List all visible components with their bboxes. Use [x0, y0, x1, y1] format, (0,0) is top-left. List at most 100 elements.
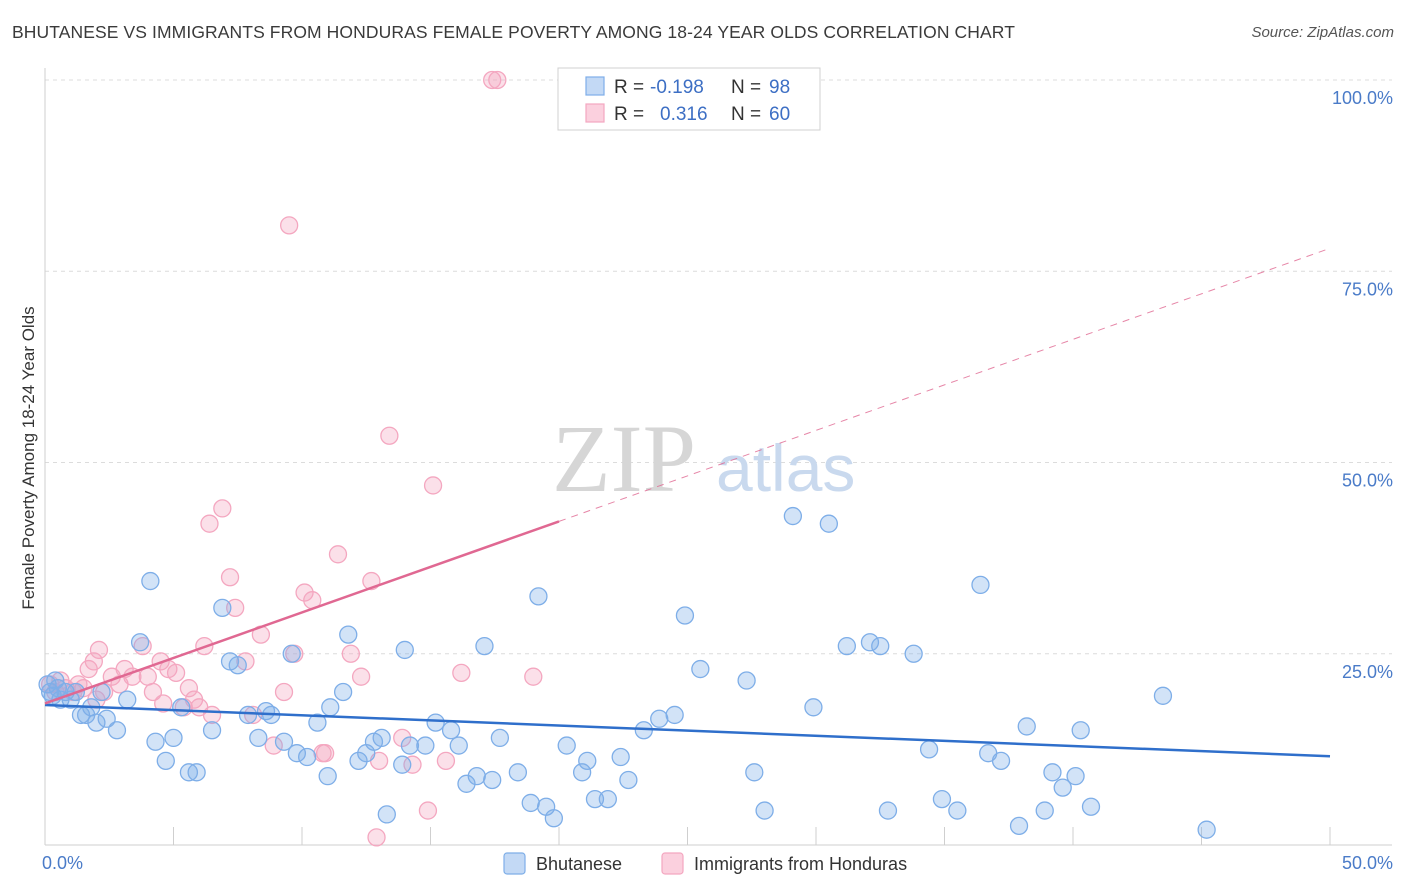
bhutanese-point-60 — [521, 793, 540, 813]
bhutanese-point-39 — [321, 698, 340, 717]
stats-r-label-bhutanese: R = — [614, 77, 644, 98]
honduras-point-26 — [213, 499, 232, 518]
bhutanese-point-26 — [213, 598, 232, 617]
honduras-point-56 — [179, 679, 199, 698]
bhutanese-point-38 — [318, 767, 337, 786]
y-tick-label-0: 25.0% — [1342, 662, 1393, 682]
stats-r-label-honduras: R = — [614, 104, 644, 125]
bhutanese-point-36 — [297, 747, 317, 767]
stats-legend: R = -0.198 N = 98 R = 0.316 N = 60 — [557, 67, 821, 131]
bhutanese-point-30 — [249, 728, 268, 748]
bhutanese-point-20 — [156, 751, 175, 770]
honduras-point-50 — [483, 70, 502, 90]
bhutanese-point-66 — [578, 751, 597, 770]
bhutanese-point-33 — [274, 732, 294, 751]
bhutanese-point-84 — [871, 636, 890, 656]
x-tick-label-max: 50.0% — [1342, 853, 1393, 873]
y-axis-title: Female Poverty Among 18-24 Year Olds — [19, 306, 38, 609]
honduras-point-9 — [89, 640, 109, 660]
bhutanese-point-78 — [755, 801, 774, 820]
honduras-point-33 — [274, 682, 294, 702]
source-label: Source: ZipAtlas.com — [1251, 24, 1394, 41]
bhutanese-point-96 — [1043, 763, 1062, 782]
honduras-point-25 — [200, 514, 219, 533]
bhutanese-point-21 — [164, 728, 183, 748]
honduras-point-17 — [143, 682, 163, 702]
bhutanese-point-101 — [1153, 686, 1173, 705]
bhutanese-point-64 — [557, 736, 576, 755]
bhutanese-point-94 — [1017, 717, 1036, 736]
honduras-trendline — [44, 520, 560, 705]
bhutanese-point-99 — [1071, 721, 1090, 740]
watermark-zip: ZIP — [552, 405, 696, 512]
legend-label-honduras: Immigrants from Honduras — [694, 854, 907, 874]
bhutanese-point-61 — [529, 587, 548, 606]
bhutanese-point-28 — [228, 656, 247, 675]
bhutanese-point-53 — [449, 736, 468, 755]
bhutanese-point-90 — [971, 575, 990, 595]
honduras-trendline-extension — [558, 247, 1331, 522]
bhutanese-point-46 — [377, 805, 396, 824]
honduras-point-53 — [279, 216, 299, 235]
bhutanese-point-56 — [475, 636, 494, 656]
bhutanese-point-92 — [991, 751, 1011, 770]
y-tick-label-3: 100.0% — [1332, 88, 1393, 108]
stats-swatch-honduras — [585, 103, 605, 123]
bhutanese-point-76 — [737, 671, 756, 690]
bhutanese-point-12 — [87, 713, 106, 732]
bhutanese-point-49 — [400, 736, 420, 755]
bhutanese-point-37 — [308, 713, 327, 732]
legend-label-bhutanese: Bhutanese — [536, 854, 622, 874]
stats-r-value-honduras: 0.316 — [660, 104, 708, 125]
bhutanese-point-67 — [585, 789, 605, 809]
honduras-point-39 — [341, 644, 360, 663]
axes — [44, 68, 1392, 846]
bhutanese-point-79 — [783, 506, 803, 526]
bottom-legend: Bhutanese Immigrants from Honduras — [503, 852, 907, 875]
stats-swatch-bhutanese — [585, 76, 605, 96]
bhutanese-point-25 — [202, 721, 222, 740]
bhutanese-point-16 — [118, 690, 137, 709]
bhutanese-point-42 — [349, 751, 368, 770]
y-tick-labels: 25.0% 50.0% 75.0% 100.0% — [1332, 88, 1393, 682]
bhutanese-point-75 — [691, 659, 710, 679]
bhutanese-point-100 — [1081, 797, 1101, 816]
bhutanese-point-97 — [1053, 778, 1072, 797]
honduras-point-27 — [220, 568, 240, 587]
y-tick-label-1: 50.0% — [1342, 471, 1393, 491]
bhutanese-point-86 — [904, 644, 923, 663]
bhutanese-point-45 — [372, 728, 391, 748]
bhutanese-point-58 — [490, 728, 510, 748]
bhutanese-point-17 — [130, 633, 150, 652]
honduras-point-48 — [436, 751, 456, 770]
honduras-point-8 — [84, 652, 103, 671]
bhutanese-point-59 — [508, 763, 528, 782]
watermark: ZIP atlas — [552, 405, 855, 512]
bhutanese-point-93 — [1009, 816, 1029, 836]
stats-r-value-bhutanese: -0.198 — [650, 77, 704, 98]
bhutanese-point-70 — [619, 770, 638, 790]
honduras-point-57 — [313, 744, 332, 763]
bhutanese-point-63 — [544, 809, 564, 828]
stats-n-label-bhutanese: N = — [731, 77, 761, 98]
bhutanese-point-95 — [1035, 801, 1054, 820]
x-tick-label-min: 0.0% — [42, 853, 83, 873]
bhutanese-point-15 — [107, 721, 127, 740]
honduras-point-20 — [166, 663, 186, 683]
bhutanese-point-18 — [141, 571, 160, 591]
watermark-atlas: atlas — [716, 431, 855, 505]
bhutanese-point-34 — [282, 644, 301, 663]
honduras-point-44 — [393, 728, 412, 748]
honduras-point-28 — [226, 598, 245, 617]
bhutanese-point-82 — [837, 636, 856, 656]
honduras-point-54 — [367, 828, 386, 847]
bhutanese-point-51 — [426, 713, 445, 732]
honduras-point-55 — [202, 705, 222, 725]
gridlines — [45, 79, 1392, 655]
bhutanese-point-23 — [179, 763, 199, 782]
bhutanese-point-35 — [287, 744, 307, 763]
honduras-point-52 — [524, 667, 543, 686]
bhutanese-point-41 — [339, 625, 358, 644]
bhutanese-point-22 — [172, 698, 191, 717]
